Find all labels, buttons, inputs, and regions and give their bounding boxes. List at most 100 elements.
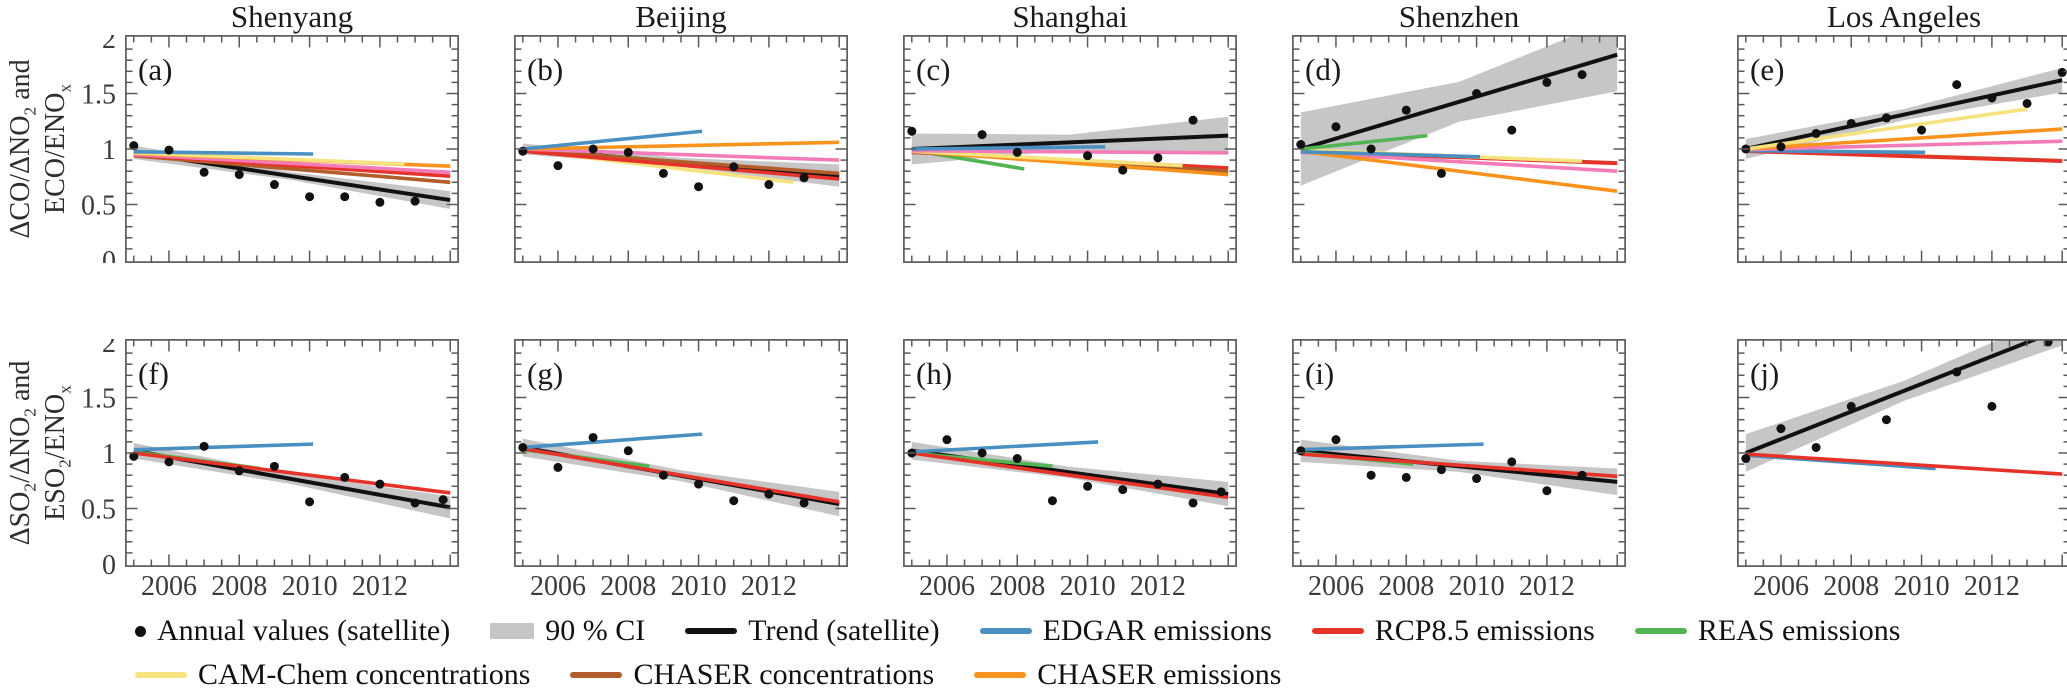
chaser_emis-legend-marker-icon <box>974 672 1027 678</box>
edgar-line <box>911 144 1106 151</box>
annual-value-dot <box>518 146 528 156</box>
annual-value-dot <box>942 435 952 445</box>
trend-line <box>1745 78 2063 151</box>
annual-value-dot <box>1188 498 1198 508</box>
panel-letter: (i) <box>1305 356 1334 391</box>
chaser_conc-line <box>522 148 840 176</box>
annual-value-dot <box>1917 125 1927 135</box>
panel-j-plot: 2006 2008 2010 2012 (j) <box>1737 339 2067 601</box>
y-axis-label: ΔSO2/ΔNO2 and ESO2/ENOx <box>4 360 75 546</box>
panel-d-plot: (d) <box>1292 35 1626 263</box>
satellite_dots-legend-marker-icon <box>135 625 146 637</box>
camchem-line <box>133 151 405 166</box>
annual-value-dot <box>1118 485 1128 495</box>
unlabeled_pink-line <box>1745 139 2063 152</box>
annual-value-dot <box>199 167 209 177</box>
panel-cell-i: 2006 2008 2010 2012 (i) <box>1292 339 1626 601</box>
panel-e-plot: (e) <box>1737 35 2067 263</box>
ci-band <box>1300 36 1618 186</box>
legend-label: Annual values (satellite) <box>157 614 451 647</box>
panel-cell-d: (d) <box>1292 35 1626 263</box>
annual-value-dot <box>1012 147 1022 157</box>
x-tick-label: 2006 <box>919 571 975 601</box>
annual-value-dot <box>1401 472 1411 482</box>
rcp85-line <box>911 451 1229 500</box>
column-title-los-angeles: Los Angeles <box>1826 0 1982 34</box>
legend-label: CAM-Chem concentrations <box>198 658 531 691</box>
panel-cell-j: 2006 2008 2010 2012 (j) <box>1737 339 2067 601</box>
chaser_emis-line <box>1745 127 2063 151</box>
annual-value-dot <box>1952 80 1962 90</box>
column-title-shanghai: Shanghai <box>1012 0 1128 34</box>
annual-value-dot <box>1507 125 1517 135</box>
panel-a-plot: 0 0.5 1 1.5 2 (a) <box>81 35 459 263</box>
ylabel-gutter: ΔSO2/ΔNO2 and ESO2/ENOx <box>0 339 79 567</box>
reas-line <box>1300 133 1428 151</box>
annual-value-dot <box>799 173 809 183</box>
x-tick-label: 2006 <box>141 571 197 601</box>
panel-c-plot: (c) <box>903 35 1237 263</box>
annual-value-dot <box>1577 470 1587 480</box>
edgar-line <box>1300 149 1481 159</box>
x-tick-label: 2010 <box>1894 571 1950 601</box>
legend-item-ci: 90 % CI <box>490 614 645 648</box>
panel-letter: (h) <box>916 356 952 391</box>
x-tick-label: 2012 <box>741 571 797 601</box>
column-title-shenyang: Shenyang <box>230 0 354 34</box>
panel-letter: (e) <box>1750 52 1784 87</box>
camchem-line <box>911 149 1183 168</box>
annual-value-dot <box>340 192 350 202</box>
annual-value-dot <box>799 498 809 508</box>
edgar-line <box>522 432 703 450</box>
y-axis-label: ΔCO/ΔNO2 and ECO/ENOx <box>4 59 75 239</box>
annual-value-dot <box>305 497 315 507</box>
annual-value-dot <box>1366 470 1376 480</box>
reas-legend-marker-icon <box>1634 628 1687 634</box>
panel-letter: (c) <box>916 52 950 87</box>
legend-label: RCP8.5 emissions <box>1374 614 1595 647</box>
x-tick-label: 2008 <box>1378 571 1434 601</box>
annual-value-dot <box>1153 479 1163 489</box>
annual-value-dot <box>1881 415 1891 425</box>
legend: Annual values (satellite) 90 % CI Trend (s… <box>135 609 2067 697</box>
annual-value-dot <box>1472 474 1482 484</box>
y-tick-label: 1 <box>102 135 116 166</box>
unlabeled_pink-line <box>522 147 840 162</box>
annual-value-dot <box>1366 144 1376 154</box>
annual-value-dot <box>588 144 598 154</box>
panel-f-plot: 2006 2008 2010 2012 0 0.5 1 1.5 2 (f) <box>81 339 459 601</box>
panel-cell-e: (e) <box>1737 35 2067 263</box>
annual-value-dot <box>729 162 739 172</box>
annual-value-dot <box>234 466 244 476</box>
annual-value-dot <box>1153 153 1163 163</box>
annual-value-dot <box>764 180 774 190</box>
chart-grid: ΔCO/ΔNO2 and ECO/ENOx 0 0.5 1 1.5 2 (a) (b) (c) (d… <box>0 35 2067 601</box>
panel-h-plot: 2006 2008 2010 2012 (h) <box>903 339 1237 601</box>
y-tick-label: 0 <box>102 246 116 263</box>
rcp85-line <box>1745 452 2063 476</box>
panel-letter: (a) <box>138 52 172 87</box>
annual-value-dot <box>977 130 987 140</box>
annual-value-dot <box>623 147 633 157</box>
annual-value-dot <box>1881 113 1891 123</box>
annual-value-dot <box>623 446 633 456</box>
edgar-line <box>522 129 703 151</box>
y-tick-label: 2 <box>102 35 116 55</box>
chaser_emis-line <box>1300 149 1618 193</box>
x-tick-label: 2008 <box>211 571 267 601</box>
y-tick-label: 1.5 <box>81 80 116 111</box>
panel-letter: (b) <box>527 52 563 87</box>
legend-item-reas: REAS emissions <box>1634 614 1900 648</box>
annual-value-dot <box>1047 496 1057 506</box>
annual-value-dot <box>1188 115 1198 125</box>
annual-value-dot <box>1331 122 1341 132</box>
annual-value-dot <box>164 457 174 467</box>
column-title-shenzhen: Shenzhen <box>1398 0 1520 34</box>
annual-value-dot <box>1811 442 1821 452</box>
legend-label: Trend (satellite) <box>748 614 940 647</box>
trend-line <box>1300 52 1618 151</box>
annual-value-dot <box>269 461 279 471</box>
annual-value-dot <box>907 126 917 136</box>
annual-value-dot <box>1118 165 1128 175</box>
annual-value-dot <box>1846 118 1856 128</box>
